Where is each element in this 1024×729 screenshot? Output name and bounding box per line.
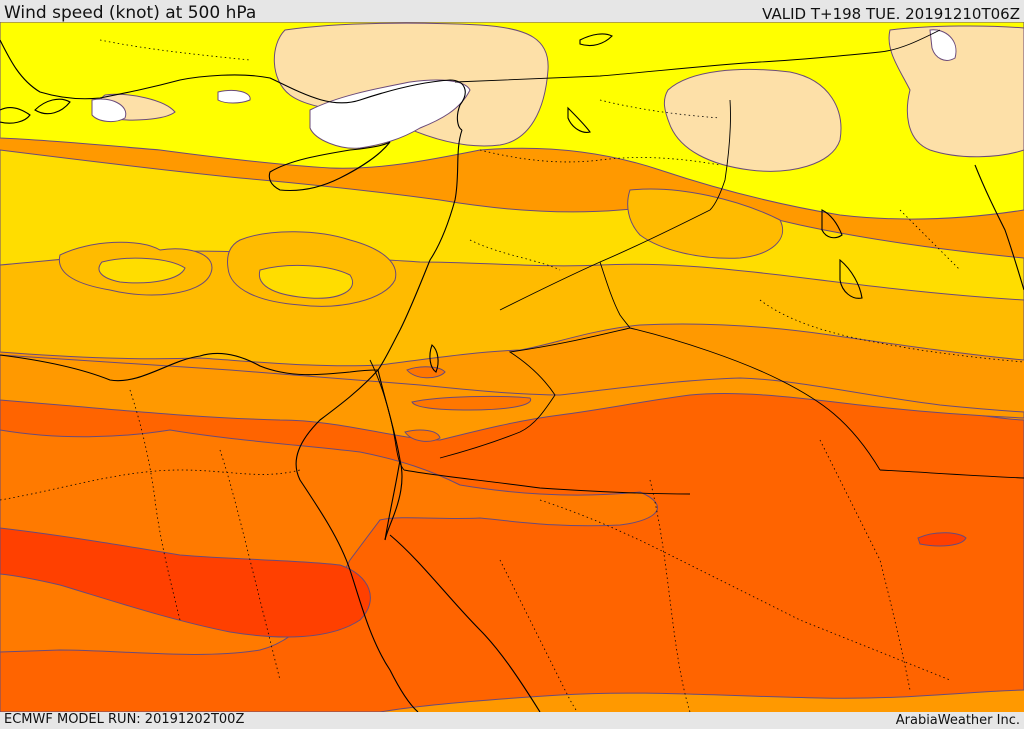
brand-label: ArabiaWeather Inc.: [895, 713, 1020, 728]
wind-speed-field: [0, 22, 1024, 712]
band-red-orange: [0, 527, 371, 638]
patch-dark-3: [406, 366, 446, 379]
patch-dark-1: [411, 395, 532, 411]
model-run-label: ECMWF MODEL RUN: 20191202T00Z: [4, 712, 245, 727]
footer-bar: ECMWF MODEL RUN: 20191202T00Z ArabiaWeat…: [0, 712, 1024, 729]
patch-tan-3: [888, 25, 1024, 158]
patch-dark-2: [404, 429, 441, 442]
valid-time: VALID T+198 TUE. 20191210T06Z: [762, 5, 1020, 23]
patch-calm-2: [91, 98, 127, 123]
map-title: Wind speed (knot) at 500 hPa: [4, 3, 257, 23]
patch-gold-2: [258, 264, 353, 299]
patch-tan-2: [663, 68, 842, 172]
patch-calm-1: [309, 79, 471, 149]
patch-gold-1: [98, 257, 186, 284]
patch-amber-3: [627, 188, 783, 259]
band-red-orange-east: [917, 532, 967, 547]
patch-calm-3: [217, 89, 251, 104]
province-boundaries: [0, 39, 1024, 712]
header-bar: Wind speed (knot) at 500 hPa VALID T+198…: [0, 0, 1024, 23]
coastlines: [0, 33, 1024, 712]
patch-calm-4: [929, 29, 957, 61]
weather-map[interactable]: [0, 22, 1024, 712]
borders: [369, 29, 1024, 495]
